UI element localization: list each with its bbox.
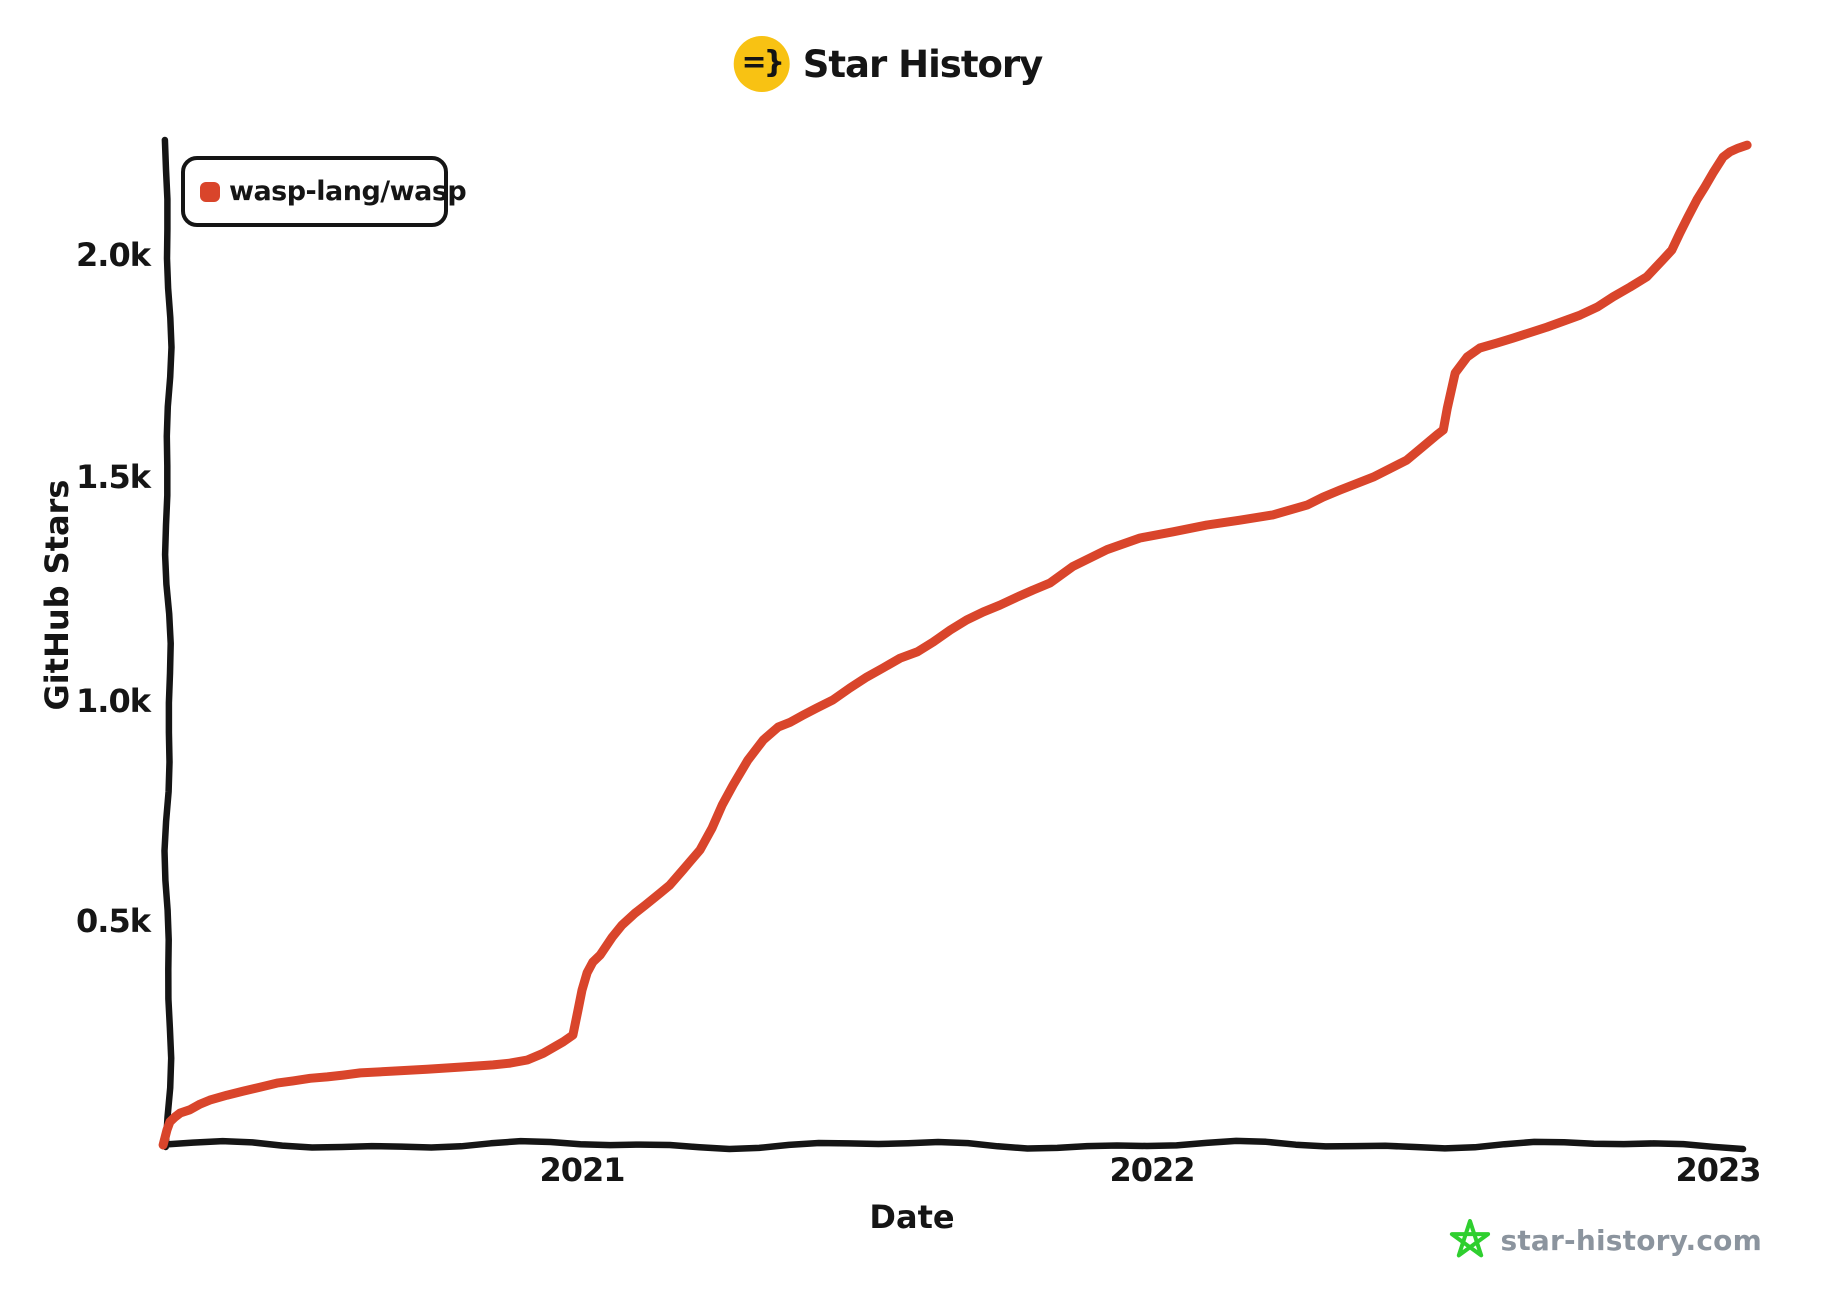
y-tick-1500: 1.5k (76, 458, 151, 496)
x-tick-2021: 2021 (539, 1151, 625, 1189)
y-axis-line (161, 136, 175, 1151)
x-axis-title: Date (869, 1198, 955, 1236)
chart-title: Star History (802, 42, 1044, 86)
star-icon (1450, 1219, 1491, 1258)
y-tick-500: 0.5k (76, 902, 151, 940)
watermark: star-history.com (1449, 1219, 1762, 1261)
y-tick-2000: 2.0k (76, 236, 151, 274)
series-line-wasp-lang-wasp (158, 140, 1752, 1150)
x-axis-line (159, 1137, 1747, 1153)
chart-header: =} Star History (733, 36, 1044, 92)
legend-box: wasp-lang/wasp (181, 156, 467, 227)
logo-face-text: =} (741, 45, 784, 80)
legend-series-swatch (200, 181, 220, 202)
watermark-site-link[interactable]: star-history.com (1500, 1223, 1762, 1257)
legend-series-label: wasp-lang/wasp (229, 176, 467, 207)
star-history-logo-icon: =} (733, 36, 790, 92)
y-tick-1000: 1.0k (76, 682, 151, 720)
x-tick-2023: 2023 (1675, 1151, 1761, 1189)
x-tick-2022: 2022 (1109, 1151, 1195, 1189)
star-icon-path (1450, 1219, 1491, 1258)
